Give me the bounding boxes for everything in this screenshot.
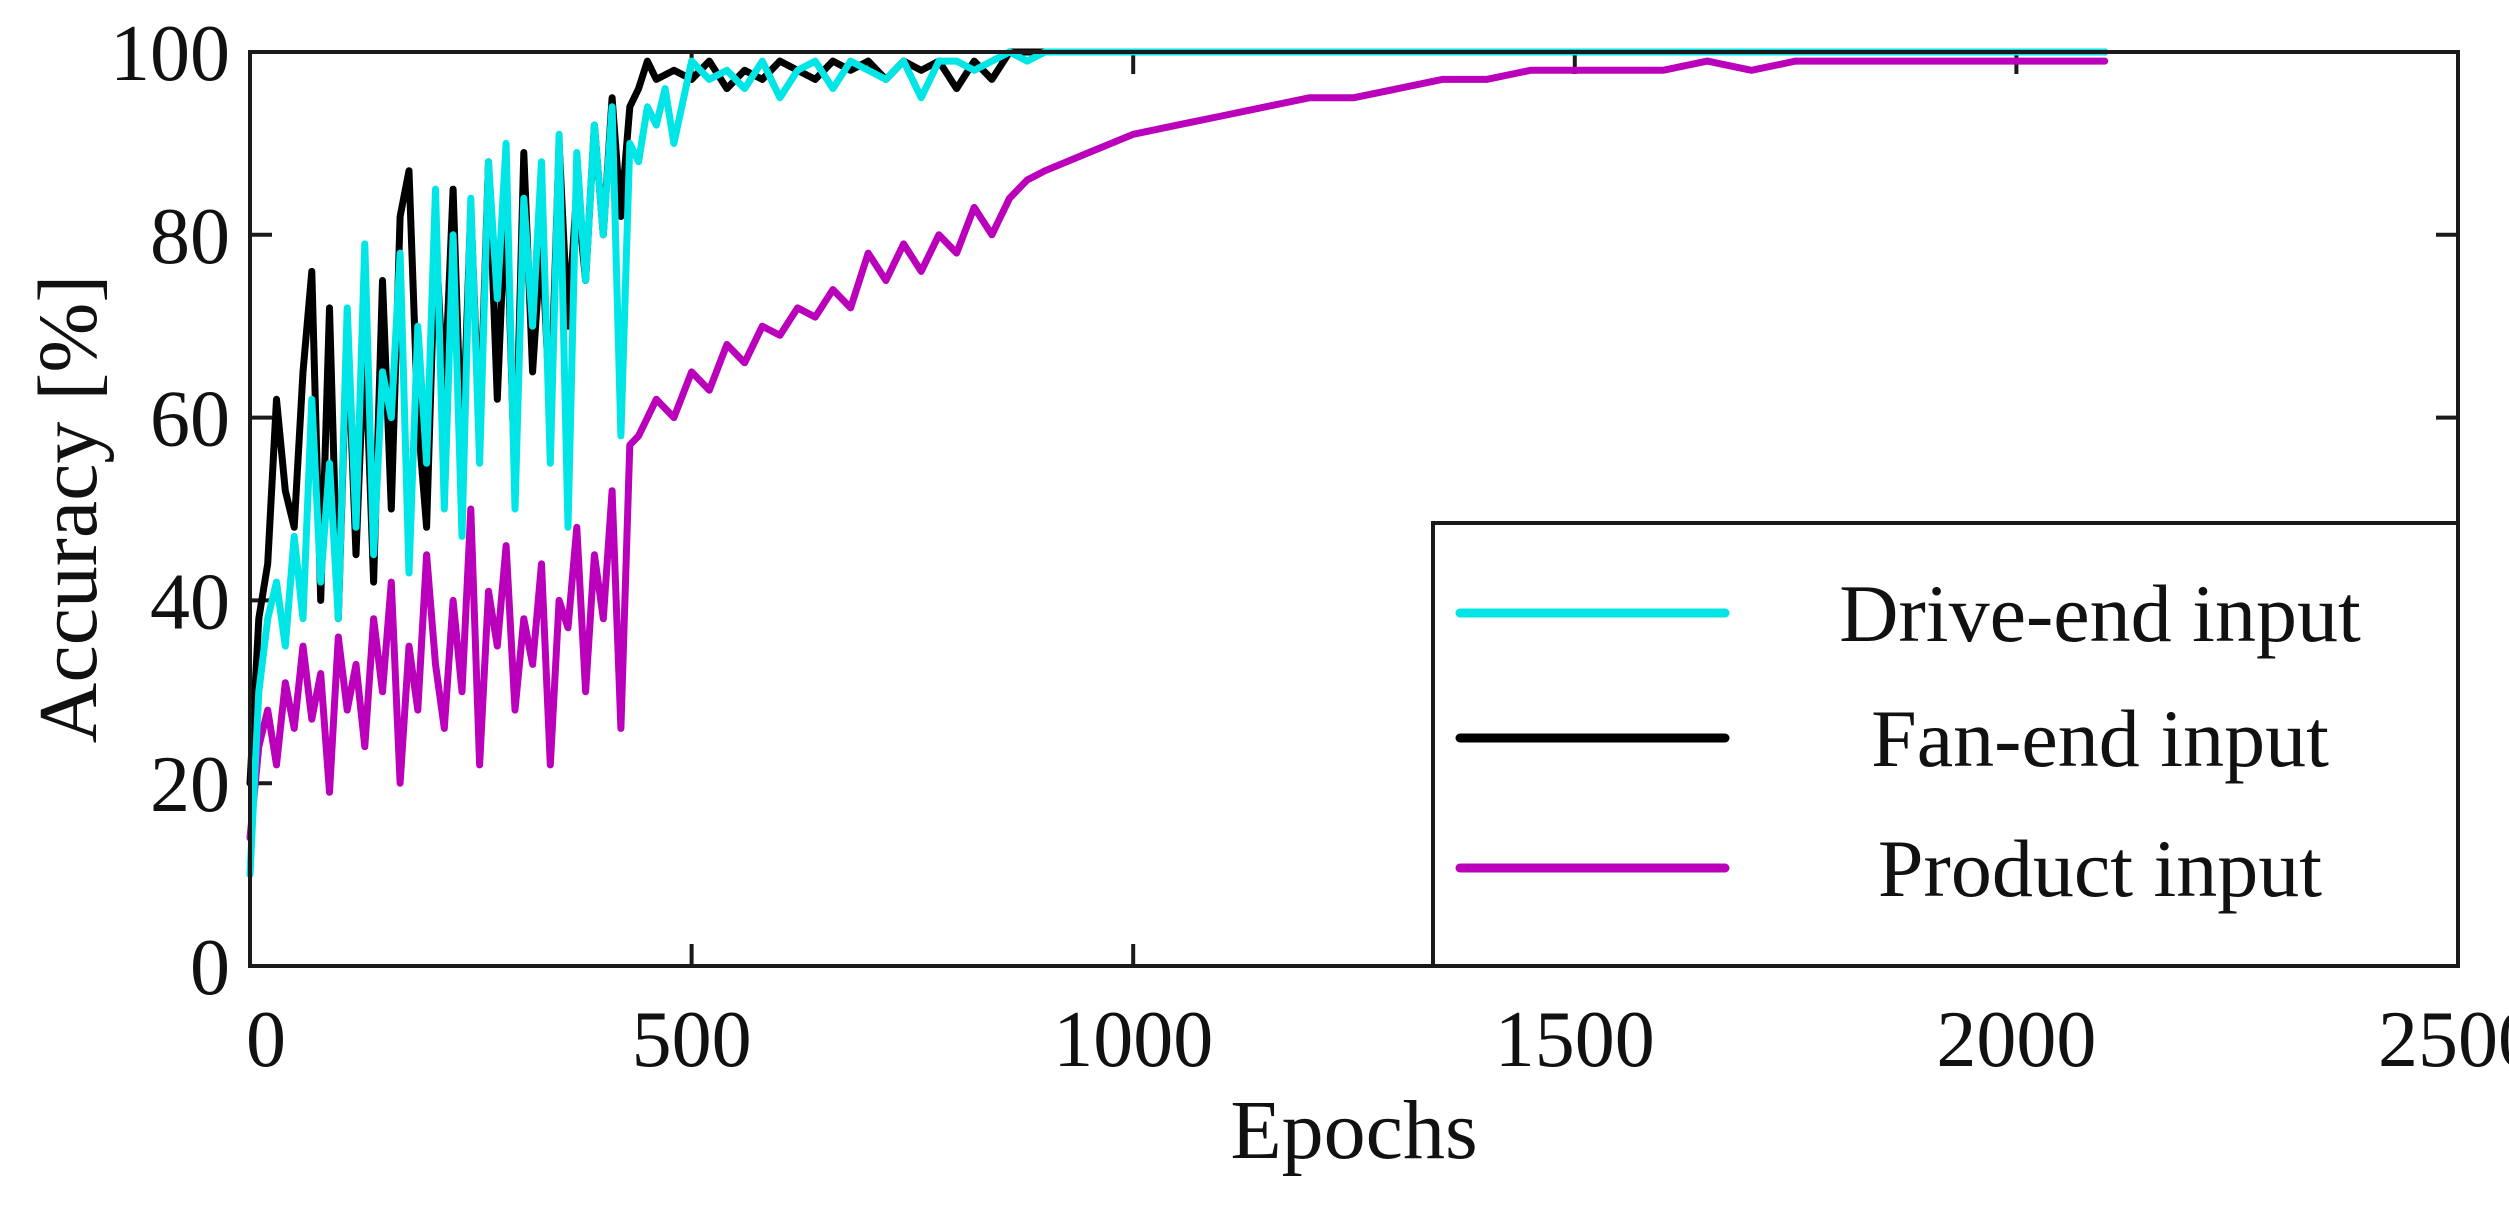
x-tick-label: 1000 xyxy=(1053,996,1213,1084)
y-tick-label: 40 xyxy=(150,558,230,646)
series-line-product xyxy=(246,57,2109,842)
x-tick-label: 1500 xyxy=(1495,996,1655,1084)
y-tick-label: 0 xyxy=(190,924,230,1012)
x-tick-label: 2000 xyxy=(1936,996,2096,1084)
legend-box xyxy=(1431,521,2460,968)
series-line-drive-end xyxy=(246,48,2109,879)
x-tick-label: 0 xyxy=(246,996,286,1084)
legend-label-fan-end: Fan-end input xyxy=(1871,693,2329,784)
plot-frame xyxy=(248,50,2460,968)
x-tick-label: 500 xyxy=(632,996,752,1084)
legend-label-drive-end: Drive-end input xyxy=(1839,568,2361,659)
y-tick-label: 60 xyxy=(150,376,230,464)
legend-entry-drive-end: Drive-end input xyxy=(1455,568,2361,659)
x-axis-title: Epochs xyxy=(1230,1084,1477,1177)
legend: Drive-end input Fan-end input Product in… xyxy=(1431,521,2460,968)
y-tick-label: 100 xyxy=(110,10,230,98)
legend-entry-product: Product input xyxy=(1455,823,2322,914)
legend-label-product: Product input xyxy=(1878,823,2322,914)
y-tick-label: 20 xyxy=(150,741,230,829)
legend-entry-fan-end: Fan-end input xyxy=(1455,693,2329,784)
y-axis-title: Accuracy [%] xyxy=(22,275,115,744)
y-tick-label: 80 xyxy=(150,193,230,281)
